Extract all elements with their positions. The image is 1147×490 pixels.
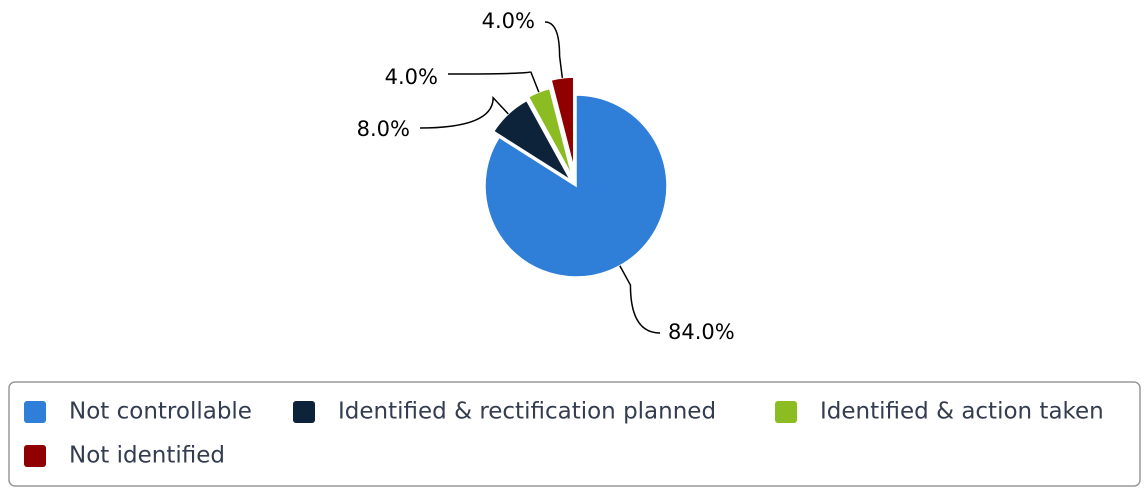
data-label: 84.0%: [668, 320, 735, 344]
pie-slice: [484, 94, 668, 278]
legend-swatch: [293, 401, 315, 423]
data-label: 8.0%: [357, 117, 410, 141]
legend-label: Not identified: [69, 443, 225, 469]
connector: [447, 70, 540, 93]
legend-label: Identified & rectification planned: [338, 399, 716, 425]
legend-box: [8, 381, 1141, 487]
connector: [619, 265, 661, 334]
data-label: 4.0%: [385, 65, 438, 89]
connector: [419, 95, 509, 129]
connector: [544, 21, 564, 78]
legend-swatch: [24, 445, 46, 467]
data-label: 4.0%: [482, 9, 535, 33]
legend-swatch: [24, 401, 46, 423]
legend-label: Not controllable: [69, 399, 252, 425]
legend-label: Identified & action taken: [820, 399, 1104, 425]
legend-swatch: [775, 401, 797, 423]
